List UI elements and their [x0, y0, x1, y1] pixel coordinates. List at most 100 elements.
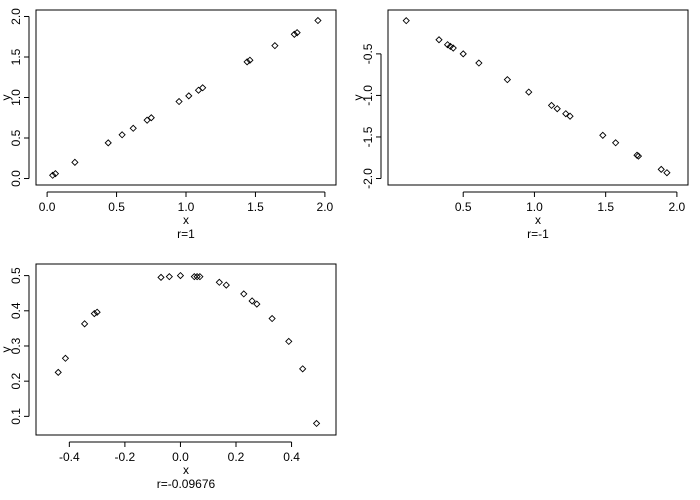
- x-tick-label: 1.0: [526, 200, 543, 214]
- x-tick-label: -0.4: [59, 450, 80, 464]
- x-tick-label: 0.5: [108, 200, 125, 214]
- data-point: [547, 101, 556, 110]
- x-axis: 0.5 1.0 1.5 2.0: [455, 191, 686, 214]
- data-point: [248, 297, 256, 305]
- data-point: [90, 309, 98, 318]
- plot-frame: [35, 9, 337, 186]
- y-tick-label: 0.2: [9, 373, 23, 390]
- data-point: [165, 273, 173, 281]
- x-axis: 0.0 0.5 1.0 1.5 2.0: [39, 191, 334, 214]
- y-axis: 0.1 0.2 0.3 0.4 0.5: [9, 267, 30, 425]
- y-tick-label: 0.1: [9, 408, 23, 425]
- data-point: [566, 112, 574, 120]
- y-axis-label: y: [0, 95, 13, 101]
- x-axis-label: x: [183, 213, 189, 227]
- data-point: [285, 337, 293, 346]
- data-point: [196, 273, 204, 281]
- data-point: [215, 278, 223, 286]
- x-tick-label: 0.4: [283, 450, 300, 464]
- data-point: [193, 273, 201, 281]
- data-point: [449, 44, 457, 52]
- data-point: [246, 56, 254, 64]
- data-point: [129, 124, 137, 132]
- data-point: [611, 139, 620, 147]
- x-tick-label: 2.0: [317, 200, 334, 214]
- data-point: [475, 59, 483, 67]
- panel-r1: 0.0 0.5 1.0 1.5 2.0 0.0 0.5 1.0 1.5 2.0 xr=1 y: [0, 8, 337, 241]
- y-tick-label: 2.0: [9, 8, 23, 25]
- y-tick-label: 0.5: [9, 129, 23, 146]
- y-tick-label: -1.5: [361, 126, 375, 147]
- x-axis-label: x: [535, 213, 541, 227]
- y-tick-label: -0.5: [361, 43, 375, 64]
- data-point: [290, 30, 298, 38]
- y-tick-label: 1.5: [9, 48, 23, 65]
- data-point: [243, 58, 251, 66]
- data-point: [190, 273, 198, 281]
- data-point: [525, 88, 533, 96]
- y-tick-label: -2.0: [361, 168, 375, 189]
- y-tick-label: 0.0: [9, 170, 23, 187]
- x-tick-label: 0.5: [455, 200, 472, 214]
- data-point: [157, 273, 165, 282]
- data-point: [104, 139, 112, 147]
- data-point: [657, 165, 665, 174]
- data-point: [402, 16, 410, 25]
- x-tick-label: 1.5: [597, 200, 614, 214]
- data-point: [61, 354, 70, 362]
- data-point: [293, 29, 301, 37]
- data-point: [599, 131, 607, 139]
- data-point: [199, 84, 207, 92]
- data-point: [54, 368, 62, 377]
- data-point: [253, 300, 261, 308]
- data-point: [93, 308, 101, 316]
- data-point: [71, 158, 79, 166]
- y-tick-label: 1.0: [9, 89, 23, 106]
- x-axis-label: x: [183, 463, 189, 477]
- data-points: [54, 271, 321, 428]
- data-point: [118, 131, 126, 139]
- data-point: [49, 171, 57, 179]
- data-point: [312, 419, 321, 428]
- data-point: [634, 152, 643, 160]
- x-tick-label: 0.0: [39, 200, 56, 214]
- data-point: [299, 365, 307, 373]
- data-point: [663, 169, 671, 177]
- x-tick-label: -0.2: [115, 450, 136, 464]
- y-tick-label: -1.0: [361, 85, 375, 106]
- x-tick-label: 2.0: [669, 200, 686, 214]
- y-tick-label: 0.3: [9, 337, 23, 354]
- x-tick-label: 1.5: [247, 200, 264, 214]
- data-point: [175, 97, 183, 106]
- data-point: [268, 314, 276, 323]
- plot-frame: [387, 9, 689, 186]
- panel-r-minus0-09676: -0.4 -0.2 0.0 0.2 0.4 0.1 0.2 0.3 0.4 0.5 xr=-0.09…: [0, 263, 337, 491]
- data-point: [147, 114, 155, 122]
- data-point: [562, 110, 570, 118]
- correlation-label: r=1: [177, 227, 195, 241]
- x-axis: -0.4 -0.2 0.0 0.2 0.4: [59, 441, 300, 464]
- plot-frame: [35, 263, 337, 436]
- data-point: [222, 281, 230, 289]
- data-point: [459, 50, 467, 58]
- correlation-label: r=-0.09676: [157, 477, 216, 491]
- y-tick-label: 0.4: [9, 302, 23, 319]
- data-point: [271, 42, 279, 50]
- y-axis-label: y: [351, 95, 365, 101]
- y-axis: 0.0 0.5 1.0 1.5 2.0: [9, 8, 30, 187]
- correlation-label: r=-1: [527, 227, 549, 241]
- data-point: [553, 105, 561, 113]
- data-point: [176, 271, 185, 280]
- y-axis-label: y: [0, 347, 13, 353]
- data-point: [240, 290, 248, 298]
- x-tick-label: 1.0: [178, 200, 195, 214]
- data-point: [435, 36, 443, 44]
- panel-r-minus1: 0.5 1.0 1.5 2.0 -2.0 -1.5 -1.0 -0.5 xr=-1 y: [351, 9, 689, 241]
- data-point: [51, 170, 60, 178]
- x-tick-label: 0.0: [172, 450, 189, 464]
- data-point: [80, 320, 89, 328]
- data-point: [314, 16, 322, 25]
- y-tick-label: 0.5: [9, 267, 23, 284]
- data-point: [503, 75, 512, 84]
